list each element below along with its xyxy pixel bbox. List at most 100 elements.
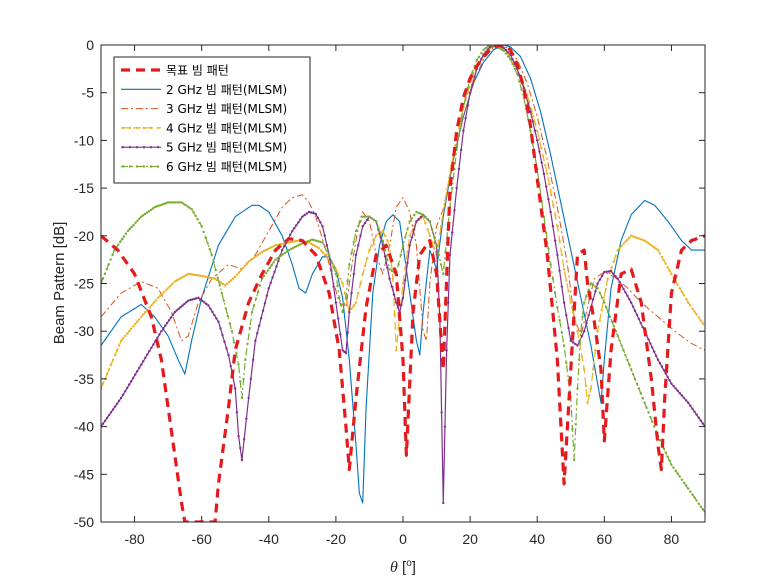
series-marker [428, 234, 432, 237]
series-marker [554, 214, 557, 217]
series-marker [109, 411, 113, 414]
series-marker [214, 268, 217, 272]
series-marker [399, 253, 402, 257]
series-marker [542, 172, 546, 175]
series-marker [374, 220, 378, 223]
series-marker [500, 48, 503, 51]
series-marker [352, 304, 355, 307]
series-marker [169, 316, 173, 319]
series-marker [149, 208, 153, 212]
y-tick-label: -25 [74, 276, 94, 292]
series-marker [235, 273, 239, 276]
series-marker [612, 260, 615, 263]
series-marker [315, 239, 318, 242]
series-marker [219, 281, 223, 284]
legend-swatch-marker [149, 146, 153, 149]
series-marker [259, 317, 263, 320]
series-marker [629, 301, 633, 304]
series-marker [215, 317, 218, 320]
series-marker [386, 258, 389, 261]
series-marker [567, 290, 570, 293]
series-marker [101, 277, 105, 280]
series-marker [565, 314, 568, 317]
series-marker [269, 281, 272, 285]
series-marker [123, 334, 127, 338]
series-marker [676, 472, 679, 475]
series-layer [101, 45, 705, 522]
series-marker [504, 52, 508, 55]
series-marker [275, 265, 278, 268]
series-marker [239, 380, 242, 383]
series-marker [660, 255, 664, 259]
series-marker [221, 333, 224, 337]
series-marker [240, 396, 244, 400]
series-marker [672, 466, 675, 469]
series-marker [544, 164, 547, 167]
series-marker [572, 458, 576, 462]
series-marker [216, 276, 219, 279]
series-marker [121, 393, 125, 396]
series-marker [204, 275, 207, 278]
series-marker [417, 218, 420, 221]
series-marker [277, 259, 280, 263]
series-marker [255, 254, 258, 258]
series-marker [141, 214, 145, 217]
series-marker [310, 211, 313, 214]
series-marker [346, 279, 349, 283]
series-marker [291, 229, 294, 233]
series-marker [437, 253, 440, 257]
series-marker [652, 350, 656, 353]
series-marker [273, 270, 276, 274]
series-marker [666, 265, 669, 269]
series-marker [565, 279, 568, 282]
series-marker [616, 334, 619, 338]
series-marker [548, 183, 551, 186]
series-marker [518, 80, 521, 83]
series-marker [656, 248, 660, 252]
series-marker [132, 376, 135, 380]
axis-ticks: -80 -60 -40 -20 0 20 40 60 80 0 -5 -10 -15 -20 -25 -30 -… [74, 37, 705, 547]
series-marker [163, 290, 166, 293]
series-marker [235, 352, 238, 355]
series-marker [218, 284, 221, 287]
series-marker [245, 417, 248, 420]
series-marker [453, 209, 456, 212]
series-marker [251, 358, 255, 362]
series-marker [339, 277, 342, 280]
series-marker [680, 290, 684, 294]
series-marker [350, 252, 353, 255]
x-tick-label: 80 [664, 531, 680, 547]
series-marker [596, 287, 599, 290]
series-marker [643, 239, 646, 242]
series-marker [457, 134, 461, 137]
series-marker [509, 58, 512, 61]
series-marker [624, 353, 627, 357]
series-marker [171, 282, 174, 285]
series-marker [598, 319, 601, 322]
series-marker [536, 129, 539, 133]
series-marker [307, 239, 310, 243]
series-marker [410, 236, 414, 239]
x-tick-label: 60 [597, 531, 613, 547]
y-tick-label: -50 [74, 514, 94, 530]
series-marker [101, 422, 105, 425]
series-marker [261, 309, 265, 312]
series-marker [209, 307, 212, 310]
series-marker [164, 201, 168, 205]
series-marker [622, 349, 625, 352]
series-marker [635, 236, 639, 240]
series-marker [109, 258, 112, 261]
legend-label-3: 3 GHz 빔 패턴(MLSM) [166, 102, 287, 116]
series-marker [556, 306, 559, 309]
series-marker [352, 240, 355, 244]
series-marker [610, 320, 614, 323]
series-marker [626, 294, 629, 297]
series-marker [305, 212, 309, 215]
series-marker [134, 221, 137, 225]
series-marker [480, 52, 483, 55]
series-marker [370, 244, 373, 247]
legend-swatch-marker [121, 126, 125, 130]
series-marker [534, 122, 537, 125]
series-marker [408, 220, 411, 223]
